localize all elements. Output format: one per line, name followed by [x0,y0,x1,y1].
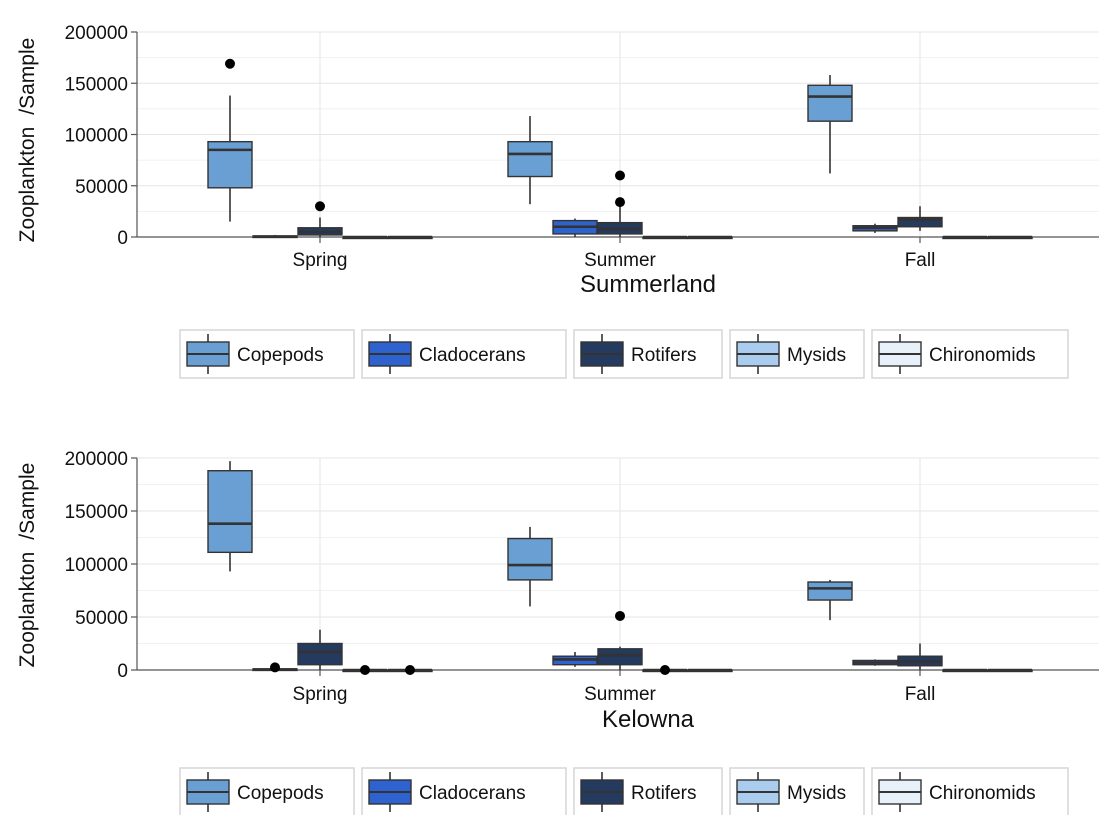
x-tick-label: Fall [905,250,936,271]
box-mysids-summer [642,235,688,240]
box-mysids-spring [342,665,388,675]
box-chironomids-spring [387,235,433,240]
legend-label: Rotifers [631,345,696,366]
x-axis-title: Summerland [580,271,716,298]
outlier-point [360,665,370,675]
box-rotifers-summer [597,610,643,670]
x-tick-label: Summer [584,250,656,271]
legend-item-copepods: Copepods [179,329,355,379]
outlier-point [225,58,235,69]
box-rotifers-spring [297,629,343,670]
y-tick-label: 150000 [65,502,128,523]
y-tick-label: 0 [117,661,128,682]
box-copepods-spring [207,461,253,572]
y-tick-label: 50000 [75,177,128,198]
box-cladocerans-spring [252,662,298,673]
legend-frame [361,329,567,379]
box-cladocerans-fall [852,659,898,666]
y-axis-title-part: Zooplankton [16,127,39,243]
x-tick-label: Summer [584,684,656,705]
legend-label: Cladocerans [419,783,526,804]
legend-label: Mysids [787,345,846,366]
legend-item-rotifers: Rotifers [573,767,723,817]
outlier-point [315,201,325,212]
outlier-point [615,170,625,181]
box-body [297,642,343,666]
box-mysids-summer [642,665,688,675]
outlier-point [615,610,625,621]
outlier-point [405,665,415,675]
box-chironomids-fall [987,668,1033,673]
box-body [597,648,643,666]
legend-label: Copepods [237,345,324,366]
box-copepods-spring [207,58,253,222]
panel-2: 0 50000 100000 150000 200000 Spring Summer Fall… [16,449,1099,817]
x-tick-label: Spring [293,250,348,271]
x-tick-label: Spring [293,684,348,705]
panel-1: 0 50000 100000 150000 200000 Spring Summer Fall… [16,23,1099,379]
box-cladocerans-summer [552,218,598,237]
box-body [807,84,853,122]
outlier-point [270,662,280,673]
y-tick-label: 200000 [65,449,128,470]
legend-item-rotifers: Rotifers [573,329,723,379]
legend-item-mysids: Mysids [729,767,865,817]
y-tick-label: 100000 [65,126,128,147]
y-tick-label: 50000 [75,608,128,629]
box-mysids-fall [942,668,988,673]
legend-frame [729,767,865,817]
box-rotifers-fall [897,643,943,670]
box-body [507,537,553,581]
legend-item-copepods: Copepods [179,767,355,817]
box-body [507,140,553,178]
box-copepods-fall [807,75,853,174]
legend-label: Chironomids [929,345,1036,366]
y-tick-label: 200000 [65,23,128,44]
box-body [897,216,943,228]
box-chironomids-summer [687,668,733,673]
legend-item-chironomids: Chironomids [871,329,1069,379]
box-cladocerans-spring [252,234,298,239]
y-axis-title-part: /Sample [16,38,39,115]
legend-label: Mysids [787,783,846,804]
box-copepods-summer [507,526,553,607]
legend-item-cladocerans: Cladocerans [361,767,567,817]
box-copepods-summer [507,116,553,205]
box-copepods-fall [807,579,853,621]
legend: Copepods Cladocerans Rotifers Mysids Chirono… [179,767,1069,817]
box-rotifers-spring [297,201,343,237]
box-cladocerans-summer [552,651,598,667]
y-tick-label: 0 [117,228,128,249]
box-body [207,470,253,554]
box-rotifers-fall [897,206,943,231]
y-tick-label: 150000 [65,74,128,95]
legend-item-mysids: Mysids [729,329,865,379]
x-tick-label: Fall [905,684,936,705]
legend-label: Copepods [237,783,324,804]
outlier-point [660,665,670,675]
legend-item-chironomids: Chironomids [871,767,1069,817]
outlier-point [615,197,625,208]
y-axis-title-part: Zooplankton [16,552,39,668]
box-cladocerans-fall [852,223,898,233]
box-chironomids-spring [387,665,433,675]
box-chironomids-summer [687,235,733,240]
legend-label: Chironomids [929,783,1036,804]
y-tick-label: 100000 [65,555,128,576]
y-axis-title-part: /Sample [16,463,39,540]
legend-label: Cladocerans [419,345,526,366]
legend-item-cladocerans: Cladocerans [361,329,567,379]
legend: Copepods Cladocerans Rotifers Mysids Chirono… [179,329,1069,379]
y-axis-title: Zooplankton/Sample [16,38,39,243]
box-chironomids-fall [987,235,1033,240]
box-rotifers-summer [597,170,643,237]
x-axis-title: Kelowna [602,706,695,733]
box-mysids-fall [942,235,988,240]
box-mysids-spring [342,235,388,240]
y-axis-title: Zooplankton/Sample [16,463,39,668]
legend-label: Rotifers [631,783,696,804]
box-body [807,581,853,601]
